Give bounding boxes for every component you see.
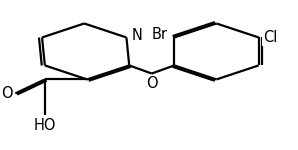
Text: Cl: Cl <box>263 30 277 45</box>
Text: Br: Br <box>151 27 167 42</box>
Text: HO: HO <box>34 118 56 133</box>
Text: O: O <box>146 76 158 91</box>
Text: O: O <box>1 86 13 101</box>
Text: N: N <box>132 28 143 44</box>
